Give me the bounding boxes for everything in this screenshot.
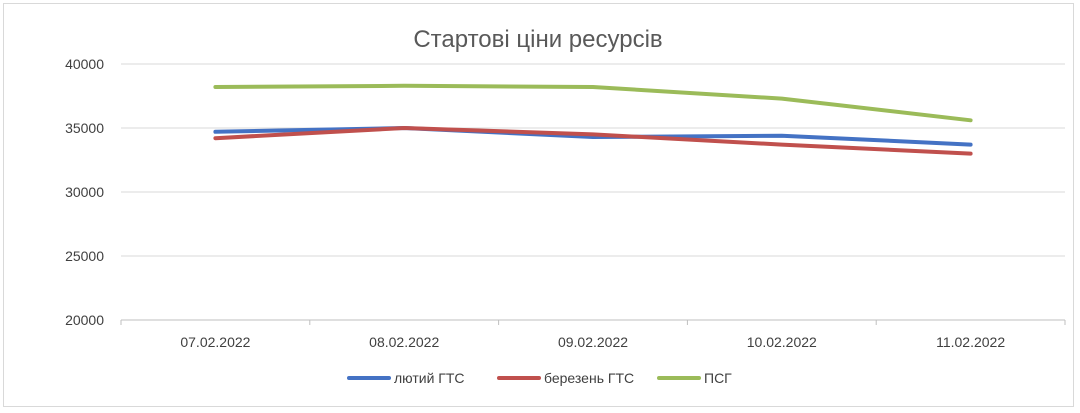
y-tick-label: 25000 <box>65 248 104 264</box>
legend-label: ПСГ <box>704 370 732 386</box>
x-tick-label: 11.02.2022 <box>936 334 1005 350</box>
x-tick-label: 08.02.2022 <box>369 334 439 350</box>
legend-label: березень ГТС <box>544 370 634 386</box>
y-tick-label: 30000 <box>65 184 104 200</box>
chart-frame <box>3 3 1074 407</box>
x-tick-label: 07.02.2022 <box>180 334 250 350</box>
chart-title: Стартові ціни ресурсів <box>413 26 662 53</box>
legend: лютий ГТС березень ГТС ПСГ <box>347 370 732 386</box>
x-tick-label: 09.02.2022 <box>558 334 628 350</box>
y-tick-label: 40000 <box>65 56 104 72</box>
series-line <box>213 126 973 147</box>
series-lines <box>213 83 973 156</box>
y-axis-ticks: 20000 25000 30000 35000 40000 <box>65 56 104 328</box>
legend-label: лютий ГТС <box>394 370 465 386</box>
y-tick-label: 20000 <box>65 312 104 328</box>
series-line <box>213 83 973 123</box>
series-line <box>213 126 973 156</box>
grid-lines <box>120 63 1066 325</box>
x-axis-ticks: 07.02.2022 08.02.2022 09.02.2022 10.02.2022… <box>180 334 1005 350</box>
y-tick-label: 35000 <box>65 120 104 136</box>
x-tick-label: 10.02.2022 <box>747 334 817 350</box>
